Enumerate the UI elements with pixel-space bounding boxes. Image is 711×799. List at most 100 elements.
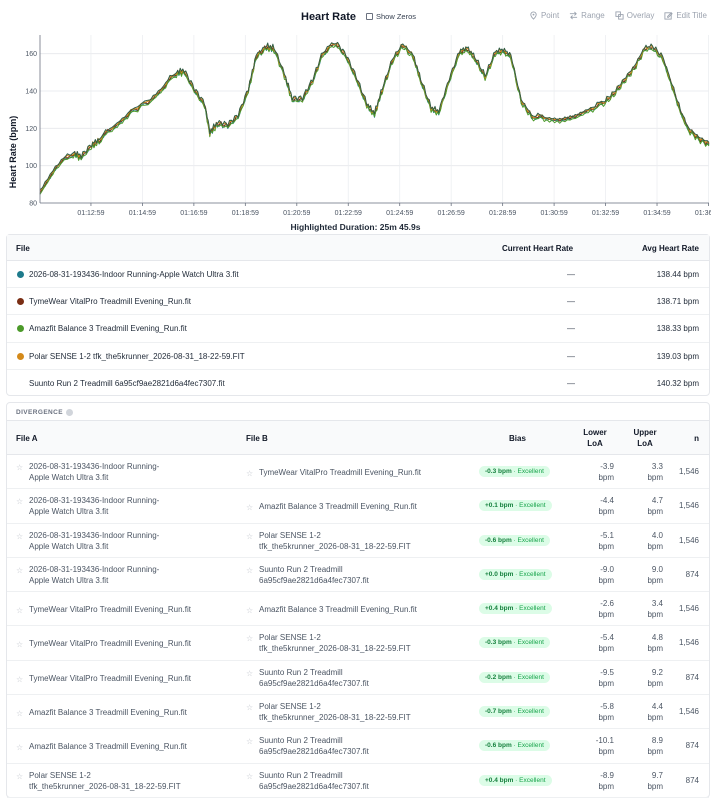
star-icon[interactable]: ☆ [16, 606, 24, 616]
lower-loa-unit: bpm [598, 507, 614, 517]
divergence-row[interactable]: ☆ 2026-08-31-193436-Indoor Running- Apple … [7, 489, 709, 524]
upper-loa-value: 3.3 [651, 462, 663, 471]
upper-loa-column-header[interactable]: Upper LoA [632, 427, 658, 449]
divergence-row[interactable]: ☆ Polar SENSE 1-2 tfk_the5krunner_2026-08-… [7, 764, 709, 798]
divergence-row[interactable]: ☆ TymeWear VitalPro Treadmill Evening_Run… [7, 661, 709, 696]
file-a-line: TymeWear VitalPro Treadmill Evening_Run.… [29, 673, 191, 683]
star-icon[interactable]: ☆ [16, 497, 24, 507]
file-b-line: 6a95cf9ae2821d6a4fec7307.fit [259, 678, 369, 688]
heart-rate-chart-svg[interactable]: 80 100 120 140 160 01:12:59 01:14:59 01:16:59 01… [0, 30, 711, 220]
highlighted-duration: Highlighted Duration: 25m 45.9s [290, 222, 421, 232]
heart-rate-chart[interactable]: 80 100 120 140 160 01:12:59 01:14:59 01:16:59 01… [0, 30, 711, 235]
lower-loa-value: -2.6 [600, 599, 614, 609]
file-row[interactable]: TymeWear VitalPro Treadmill Evening_Run.… [7, 288, 709, 316]
lower-loa-cell: -3.9 bpm [580, 461, 614, 483]
star-icon[interactable]: ☆ [16, 709, 24, 719]
file-row[interactable]: Suunto Run 2 Treadmill 6a95cf9ae2821d6a4… [7, 370, 709, 397]
file-row[interactable]: 2026-08-31-193436-Indoor Running-Apple W… [7, 261, 709, 289]
star-icon[interactable]: ☆ [16, 771, 24, 781]
upper-loa-cell: 4.4 bpm [629, 701, 663, 723]
star-icon[interactable]: ☆ [246, 606, 254, 616]
lower-loa-column-header[interactable]: Lower LoA [582, 427, 608, 449]
star-icon[interactable]: ☆ [16, 743, 24, 753]
star-icon[interactable]: ☆ [246, 737, 254, 747]
upper-loa-unit: bpm [647, 644, 663, 654]
show-zeros-toggle[interactable]: Show Zeros [366, 12, 416, 21]
upper-loa-cell: 4.7 bpm [629, 495, 663, 517]
file-b-column-header[interactable]: File B [246, 434, 268, 443]
file-b-line: Polar SENSE 1-2 [259, 633, 321, 643]
edit-title-button[interactable]: Edit Title [664, 11, 707, 20]
sample-count: 1,546 [678, 501, 699, 511]
divergence-row[interactable]: ☆ 2026-08-31-193436-Indoor Running- Apple … [7, 524, 709, 558]
lower-loa-unit: bpm [598, 644, 614, 654]
file-b-line: TymeWear VitalPro Treadmill Evening_Run.… [259, 468, 421, 477]
divergence-row[interactable]: ☆ Amazfit Balance 3 Treadmill Evening_Run… [7, 695, 709, 730]
y-tick-label: 80 [29, 201, 37, 208]
file-table-header: File Current Heart Rate Avg Heart Rate [7, 235, 709, 261]
sample-count: 1,546 [678, 467, 699, 476]
file-rows: 2026-08-31-193436-Indoor Running-Apple W… [7, 261, 709, 397]
lower-loa-unit: bpm [598, 781, 614, 791]
y-axis-label: Heart Rate (bpm) [8, 116, 18, 189]
lower-loa-line-1: Lower [583, 428, 607, 437]
star-icon[interactable]: ☆ [16, 640, 24, 650]
divergence-rows: ☆ 2026-08-31-193436-Indoor Running- Apple … [7, 455, 709, 798]
file-a-cell: Polar SENSE 1-2 tfk_the5krunner_2026-08-3… [29, 770, 219, 792]
sample-count: 874 [685, 775, 699, 785]
upper-loa-value: 4.8 [651, 633, 663, 643]
avg-heart-rate: 140.32 bpm [656, 378, 699, 388]
star-icon[interactable]: ☆ [16, 674, 24, 684]
file-row[interactable]: Amazfit Balance 3 Treadmill Evening_Run.… [7, 315, 709, 343]
lower-loa-value: -3.9 [600, 462, 614, 471]
upper-loa-value: 4.0 [651, 530, 663, 540]
range-tool-button[interactable]: Range [569, 11, 605, 20]
upper-loa-unit: bpm [647, 678, 663, 688]
show-zeros-checkbox[interactable] [366, 13, 373, 20]
bias-value: -0.3 bpm [485, 639, 512, 647]
lower-loa-unit: bpm [598, 713, 614, 723]
file-a-line: Apple Watch Ultra 3.fit [29, 541, 109, 551]
lower-loa-unit: bpm [598, 747, 614, 757]
series-color-dot [17, 271, 24, 278]
star-icon[interactable]: ☆ [16, 565, 24, 575]
point-tool-button[interactable]: Point [529, 11, 559, 20]
star-icon[interactable]: ☆ [246, 565, 254, 575]
lower-loa-unit: bpm [598, 678, 614, 688]
star-icon[interactable]: ☆ [16, 531, 24, 541]
x-tick-label: 01:12:59 [77, 210, 104, 217]
bias-column-header[interactable]: Bias [509, 434, 526, 443]
star-icon[interactable]: ☆ [246, 634, 254, 644]
n-column-header[interactable]: n [694, 434, 699, 443]
star-icon[interactable]: ☆ [246, 503, 254, 513]
series-line [39, 41, 710, 190]
file-table: File Current Heart Rate Avg Heart Rate 2… [6, 234, 710, 396]
star-icon[interactable]: ☆ [16, 463, 24, 472]
file-a-column-header[interactable]: File A [16, 434, 38, 443]
x-tick-label: 01:34:59 [643, 210, 670, 217]
divergence-row[interactable]: ☆ 2026-08-31-193436-Indoor Running- Apple … [7, 558, 709, 593]
star-icon[interactable]: ☆ [246, 469, 254, 478]
star-icon[interactable]: ☆ [246, 668, 254, 678]
file-row[interactable]: Polar SENSE 1-2 tfk_the5krunner_2026-08-… [7, 343, 709, 370]
star-icon[interactable]: ☆ [246, 703, 254, 713]
star-icon[interactable]: ☆ [246, 771, 254, 781]
chart-axes: 80 100 120 140 160 01:12:59 01:14:59 01:16:59 01… [25, 35, 711, 217]
lower-loa-value: -9.0 [600, 564, 614, 574]
upper-loa-unit: bpm [647, 541, 663, 551]
file-b-line: Polar SENSE 1-2 [259, 530, 321, 540]
divergence-row[interactable]: ☆ TymeWear VitalPro Treadmill Evening_Run… [7, 592, 709, 627]
x-tick-label: 01:32:59 [592, 210, 619, 217]
info-icon[interactable] [65, 409, 73, 416]
divergence-row[interactable]: ☆ 2026-08-31-193436-Indoor Running- Apple … [7, 455, 709, 490]
bias-badge: -0.3 bpm · Excellent [479, 637, 550, 649]
upper-loa-value: 3.4 [651, 599, 663, 609]
lower-loa-cell: -9.5 bpm [580, 667, 614, 689]
overlay-tool-button[interactable]: Overlay [615, 11, 654, 20]
x-tick-label: 01:20:59 [283, 210, 310, 217]
star-icon[interactable]: ☆ [246, 531, 254, 541]
divergence-row[interactable]: ☆ TymeWear VitalPro Treadmill Evening_Run… [7, 626, 709, 661]
upper-loa-value: 9.2 [651, 667, 663, 677]
upper-loa-line-1: Upper [633, 428, 657, 437]
divergence-row[interactable]: ☆ Amazfit Balance 3 Treadmill Evening_Run… [7, 729, 709, 764]
